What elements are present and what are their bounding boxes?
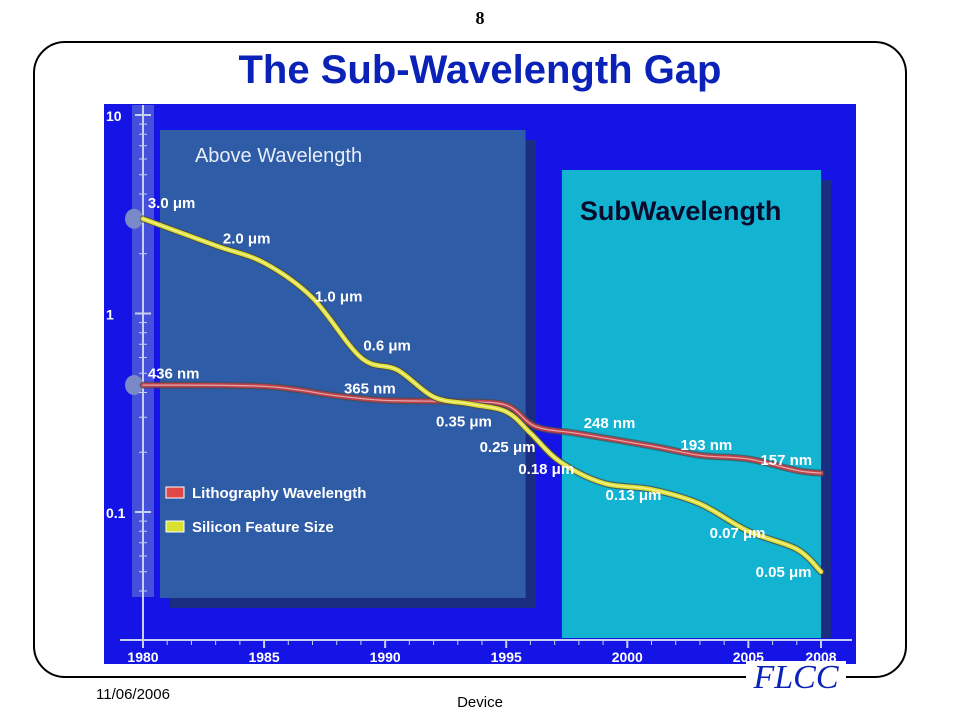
- slide-frame: [33, 41, 907, 678]
- data-label: 365 nm: [344, 381, 396, 398]
- footer-date: 11/06/2006: [96, 686, 170, 703]
- data-label: 0.6 μm: [363, 338, 411, 355]
- data-label: 0.18 μm: [518, 461, 574, 478]
- footer-center-text: Device: [457, 694, 503, 711]
- x-tick-label: 1995: [491, 649, 522, 665]
- legend-swatch-lithography-wavelength: [165, 486, 185, 499]
- data-label: 157 nm: [760, 452, 812, 469]
- data-label: 248 nm: [584, 415, 636, 432]
- data-label: 0.05 μm: [756, 564, 812, 581]
- region-label-above-wavelength: Above Wavelength: [195, 145, 362, 167]
- x-tick-label: 2000: [612, 649, 643, 665]
- region-above-wavelength: [159, 130, 526, 598]
- region-layer: Above Wavelength SubWavelength: [159, 130, 831, 638]
- data-label: 1.0 μm: [315, 288, 363, 305]
- y-tick-label: 0.1: [106, 505, 126, 521]
- series-layer: [139, 215, 825, 576]
- slide-title: The Sub-Wavelength Gap: [0, 48, 960, 93]
- data-label: 0.13 μm: [605, 487, 661, 504]
- legend: Lithography Wavelength Silicon Feature Si…: [165, 485, 366, 536]
- slide-title-text: The Sub-Wavelength Gap: [228, 48, 732, 92]
- legend-label-lithography-wavelength: Lithography Wavelength: [192, 485, 366, 502]
- legend-swatch-silicon-feature-size: [165, 520, 185, 533]
- data-label: 2.0 μm: [223, 231, 271, 248]
- page-number: 8: [475, 8, 485, 28]
- data-label: 3.0 μm: [148, 195, 196, 212]
- flcc-logo: FLCC: [746, 661, 846, 695]
- y-tick-label: 1: [106, 307, 114, 323]
- x-tick-label: 1980: [127, 649, 158, 665]
- x-tick-label: 1990: [370, 649, 401, 665]
- data-label: 436 nm: [148, 366, 200, 383]
- y-axis-knob-lower: [125, 375, 143, 396]
- data-label: 0.07 μm: [710, 525, 766, 542]
- region-subwavelength: [561, 170, 821, 638]
- data-label: 0.35 μm: [436, 413, 492, 430]
- legend-label-silicon-feature-size: Silicon Feature Size: [192, 519, 334, 536]
- series-highlight-silicon-feature-size: [142, 218, 822, 573]
- y-axis-knob-upper: [125, 208, 143, 229]
- y-tick-label: 10: [106, 108, 122, 124]
- series-highlight-lithography-wavelength: [142, 384, 822, 474]
- data-label: 193 nm: [681, 437, 733, 454]
- region-label-subwavelength: SubWavelength: [580, 196, 782, 226]
- label-layer: 436 nm 365 nm 248 nm 193 nm 157 nm 3.0 μm 2.0 …: [148, 195, 812, 581]
- x-tick-label: 1985: [248, 649, 279, 665]
- data-label: 0.25 μm: [480, 439, 536, 456]
